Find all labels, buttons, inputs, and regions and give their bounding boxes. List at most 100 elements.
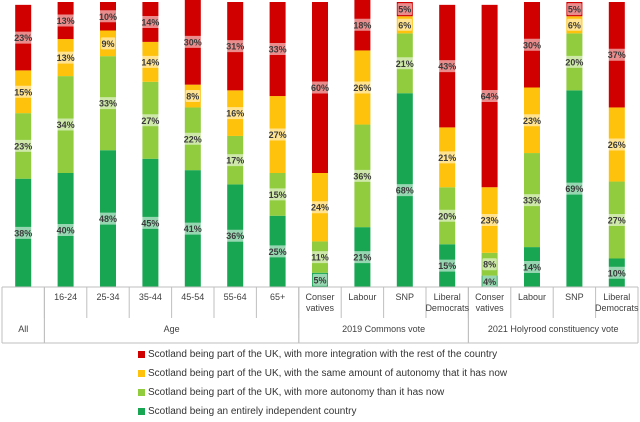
data-label: 34% — [57, 120, 75, 130]
category-label: 65+ — [270, 292, 285, 302]
data-label-bg — [185, 90, 200, 103]
data-label-bg — [13, 226, 33, 239]
data-label-bg — [395, 184, 415, 197]
category-label: Conser vatives — [475, 292, 504, 313]
data-label-bg — [564, 182, 585, 195]
legend-item: Scotland being an entirely independent c… — [138, 403, 638, 419]
data-label-bg — [13, 139, 33, 152]
data-label: 26% — [608, 140, 626, 150]
data-label: 25% — [269, 247, 287, 257]
data-label: 20% — [438, 211, 456, 221]
data-label: 60% — [311, 83, 329, 93]
data-label-bg — [310, 251, 330, 264]
data-label-bg — [225, 107, 245, 120]
data-label: 6% — [398, 20, 411, 30]
legend-item: Scotland being part of the UK, with more… — [138, 384, 638, 400]
data-label-bg — [267, 188, 288, 201]
data-label-bg — [352, 18, 373, 31]
data-label: 41% — [184, 224, 202, 234]
data-label: 21% — [438, 153, 456, 163]
data-label-bg — [607, 138, 627, 151]
data-label-bg — [567, 3, 582, 16]
data-label-bg — [522, 194, 542, 207]
group-label: All — [18, 324, 28, 334]
data-label: 27% — [608, 216, 626, 226]
data-label-bg — [607, 48, 627, 61]
data-label-bg — [98, 10, 118, 23]
data-label: 43% — [438, 62, 456, 72]
data-label: 33% — [99, 99, 117, 109]
data-label: 5% — [568, 5, 581, 15]
data-label: 22% — [184, 134, 202, 144]
group-label: 2019 Commons vote — [342, 324, 425, 334]
data-label: 8% — [186, 92, 199, 102]
data-label-bg — [98, 97, 118, 110]
data-label: 21% — [396, 59, 414, 69]
data-label: 30% — [523, 40, 541, 50]
legend-swatch — [138, 388, 145, 396]
data-label: 45% — [141, 218, 159, 228]
data-label: 5% — [398, 5, 411, 15]
data-label: 20% — [565, 57, 583, 67]
data-label-bg — [395, 57, 415, 70]
data-label-bg — [267, 128, 288, 141]
data-label: 37% — [608, 50, 626, 60]
data-label: 6% — [568, 20, 581, 30]
data-label-bg — [522, 114, 542, 127]
data-label: 23% — [523, 116, 541, 126]
data-label-bg — [13, 85, 33, 98]
data-label: 68% — [396, 186, 414, 196]
data-label-bg — [397, 18, 412, 31]
data-label: 64% — [481, 92, 499, 102]
category-label: Conser vatives — [305, 292, 334, 313]
category-label: 35-44 — [139, 292, 162, 302]
data-label: 24% — [311, 203, 329, 213]
data-label-bg — [183, 222, 203, 235]
data-label-bg — [98, 212, 118, 225]
data-label: 26% — [353, 83, 371, 93]
data-label-bg — [267, 43, 288, 56]
category-label: 25-34 — [96, 292, 119, 302]
data-label-bg — [55, 14, 76, 27]
category-label: 45-54 — [181, 292, 204, 302]
data-label: 15% — [14, 87, 32, 97]
category-label: Labour — [518, 292, 546, 302]
data-label-bg — [225, 40, 245, 53]
data-label-bg — [522, 38, 542, 51]
data-label-bg — [352, 81, 373, 94]
data-label: 23% — [14, 33, 32, 43]
data-label: 16% — [226, 109, 244, 119]
data-label: 23% — [481, 216, 499, 226]
data-label-bg — [607, 266, 627, 279]
data-label: 21% — [353, 253, 371, 263]
data-label: 69% — [565, 184, 583, 194]
data-label-bg — [310, 81, 330, 94]
data-label: 14% — [141, 57, 159, 67]
data-label-bg — [482, 275, 497, 288]
data-label-bg — [55, 118, 76, 131]
category-label: Labour — [348, 292, 376, 302]
data-label-bg — [140, 216, 161, 229]
data-label-bg — [437, 60, 457, 73]
data-label: 40% — [57, 226, 75, 236]
legend-swatch — [138, 407, 145, 415]
category-label: SNP — [396, 292, 415, 302]
data-label-bg — [437, 151, 457, 164]
data-label: 18% — [353, 20, 371, 30]
data-label: 4% — [483, 277, 496, 287]
data-label: 36% — [226, 231, 244, 241]
data-label-bg — [397, 3, 412, 16]
data-label: 27% — [269, 130, 287, 140]
data-label: 27% — [141, 116, 159, 126]
data-label: 31% — [226, 42, 244, 52]
data-label-bg — [140, 114, 161, 127]
data-label: 5% — [313, 275, 326, 285]
data-label-bg — [55, 51, 76, 64]
data-label: 13% — [57, 53, 75, 63]
legend-item: Scotland being part of the UK, with more… — [138, 346, 638, 362]
data-label-bg — [310, 201, 330, 214]
category-label: Liberal Democrats — [595, 292, 639, 313]
chart-legend: Scotland being part of the UK, with more… — [138, 346, 638, 422]
data-label: 15% — [269, 190, 287, 200]
data-label-bg — [140, 55, 161, 68]
